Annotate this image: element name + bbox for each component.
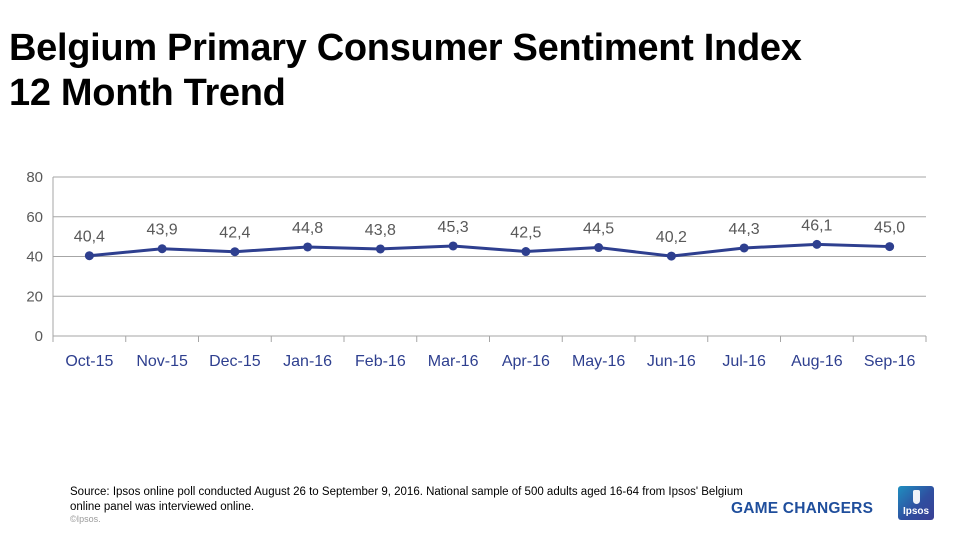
x-tick-label-oct-15: Oct-15 bbox=[65, 353, 113, 370]
ipsos-logo-text: Ipsos bbox=[902, 506, 930, 517]
x-tick-label-jul-16: Jul-16 bbox=[722, 353, 766, 370]
y-tick-label-40: 40 bbox=[26, 249, 43, 266]
data-point-feb-16 bbox=[375, 244, 385, 254]
data-point-may-16 bbox=[594, 243, 604, 253]
data-point-jan-16 bbox=[303, 242, 313, 252]
x-tick-label-aug-16: Aug-16 bbox=[791, 353, 843, 370]
data-label-sep-16: 45,0 bbox=[874, 220, 905, 237]
data-label-may-16: 44,5 bbox=[583, 221, 614, 238]
x-tick-label-nov-15: Nov-15 bbox=[136, 353, 188, 370]
data-label-jan-16: 44,8 bbox=[292, 220, 323, 237]
x-tick-label-apr-16: Apr-16 bbox=[502, 353, 550, 370]
data-label-oct-15: 40,4 bbox=[74, 229, 105, 246]
x-tick-label-may-16: May-16 bbox=[572, 353, 625, 370]
data-point-sep-16 bbox=[885, 242, 895, 252]
title-line-2: 12 Month Trend bbox=[9, 72, 286, 114]
y-tick-label-0: 0 bbox=[35, 328, 43, 345]
data-label-feb-16: 43,8 bbox=[365, 222, 396, 239]
source-note: Source: Ipsos online poll conducted Augu… bbox=[70, 486, 743, 513]
data-point-mar-16 bbox=[448, 241, 458, 251]
y-tick-label-20: 20 bbox=[26, 288, 43, 305]
x-tick-label-feb-16: Feb-16 bbox=[355, 353, 406, 370]
x-tick-label-dec-15: Dec-15 bbox=[209, 353, 261, 370]
page-title: Belgium Primary Consumer Sentiment Index… bbox=[9, 26, 802, 116]
x-tick-label-mar-16: Mar-16 bbox=[428, 353, 479, 370]
data-label-jul-16: 44,3 bbox=[729, 221, 760, 238]
data-label-aug-16: 46,1 bbox=[801, 217, 832, 234]
data-label-apr-16: 42,5 bbox=[510, 225, 541, 242]
y-tick-label-80: 80 bbox=[26, 169, 43, 186]
data-point-jul-16 bbox=[739, 243, 749, 253]
title-line-1: Belgium Primary Consumer Sentiment Index bbox=[9, 27, 802, 69]
x-tick-label-sep-16: Sep-16 bbox=[864, 353, 916, 370]
data-point-aug-16 bbox=[812, 239, 822, 249]
data-point-apr-16 bbox=[521, 247, 531, 257]
x-tick-label-jun-16: Jun-16 bbox=[647, 353, 696, 370]
x-tick-label-jan-16: Jan-16 bbox=[283, 353, 332, 370]
series-line bbox=[89, 242, 890, 258]
game-changers-tagline: GAME CHANGERS bbox=[731, 500, 874, 517]
data-point-jun-16 bbox=[666, 251, 676, 261]
ipsos-logo-mark-icon bbox=[913, 490, 920, 504]
data-point-nov-15 bbox=[157, 244, 167, 254]
data-point-oct-15 bbox=[84, 251, 94, 261]
data-label-jun-16: 40,2 bbox=[656, 229, 687, 246]
data-label-mar-16: 45,3 bbox=[438, 219, 469, 236]
data-label-nov-15: 43,9 bbox=[147, 222, 178, 239]
data-label-dec-15: 42,4 bbox=[219, 225, 250, 242]
ipsos-logo: Ipsos bbox=[898, 486, 934, 520]
data-point-dec-15 bbox=[230, 247, 240, 257]
copyright: ©Ipsos. bbox=[70, 514, 101, 524]
y-tick-label-60: 60 bbox=[26, 209, 43, 226]
